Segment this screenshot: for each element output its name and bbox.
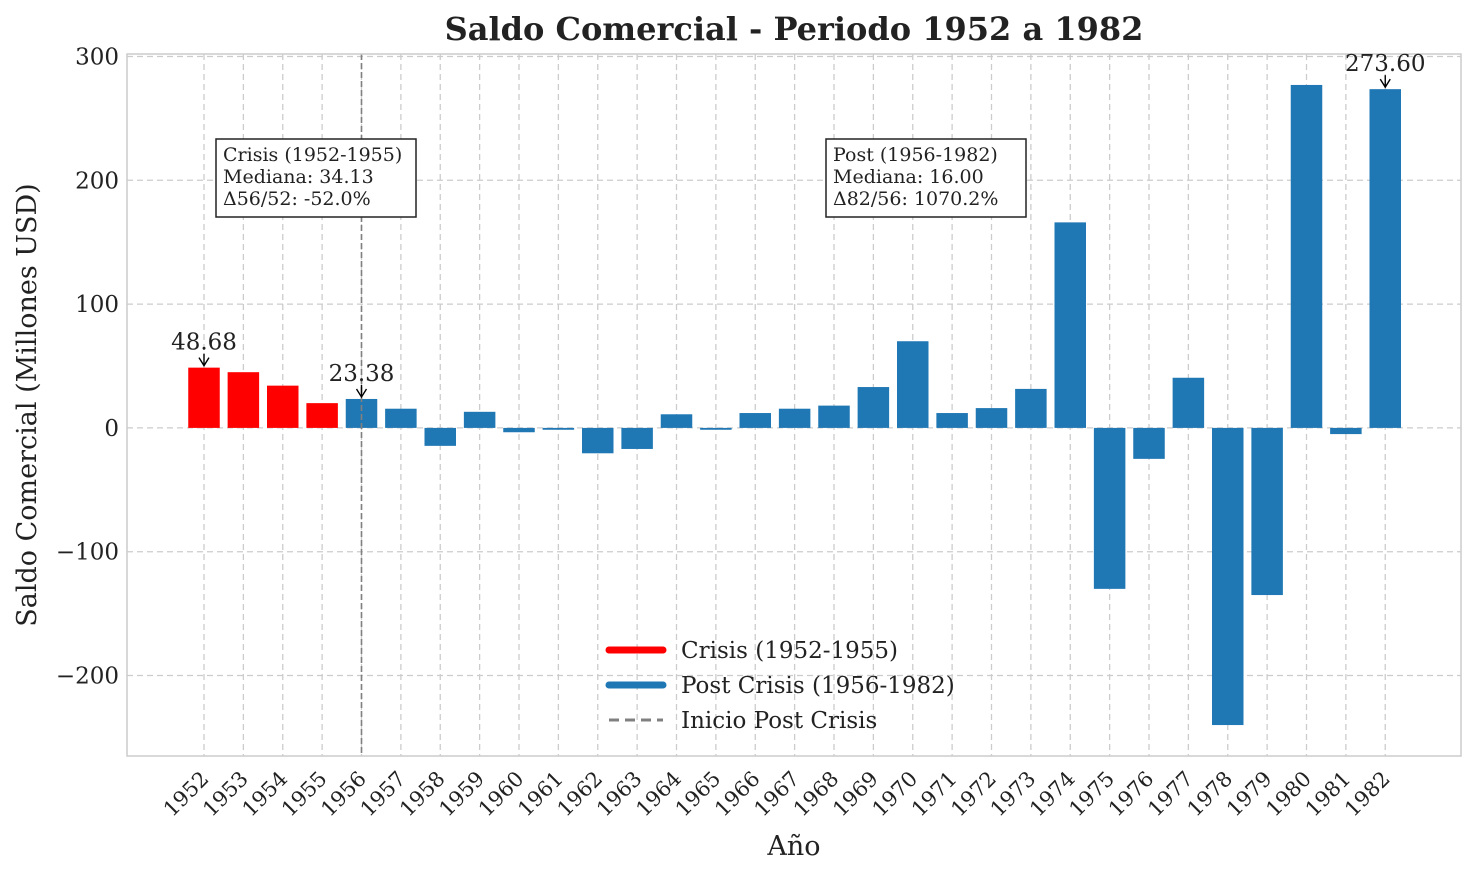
y-tick-label: 200 <box>75 168 119 194</box>
bar-1976 <box>1133 427 1165 459</box>
bar-1972 <box>975 408 1008 428</box>
bar-1973 <box>1015 388 1047 428</box>
bar-1959 <box>463 411 496 428</box>
bar-1968 <box>818 405 850 428</box>
annotation-layer: 48.68 23.38 273.60 <box>171 51 1425 399</box>
y-tick-label: 0 <box>104 416 119 442</box>
bar-1953 <box>227 372 260 428</box>
bar-1958 <box>424 427 456 446</box>
annotation-arrow-head <box>198 357 210 367</box>
bar-1964 <box>660 414 693 428</box>
info-box-line: Δ56/52: -52.0% <box>223 188 371 210</box>
info-box-line: Crisis (1952-1955) <box>223 144 402 166</box>
chart-title: Saldo Comercial - Periodo 1952 a 1982 <box>445 10 1144 48</box>
bar-1978 <box>1212 427 1244 726</box>
x-axis-label: Año <box>766 831 820 862</box>
annotation-label: 273.60 <box>1345 51 1425 77</box>
bar-1966 <box>739 413 771 428</box>
bar-1970 <box>897 341 929 428</box>
annotation-label: 48.68 <box>171 330 237 356</box>
y-axis-ticks: 300 200 100 0 −100 −200 <box>56 44 119 689</box>
bar-1979 <box>1251 427 1283 596</box>
legend: Crisis (1952-1955) Post Crisis (1956-1982… <box>605 638 955 734</box>
info-box-line: Post (1956-1982) <box>833 144 998 166</box>
legend-item-2: Inicio Post Crisis <box>609 708 877 734</box>
legend-label: Post Crisis (1956-1982) <box>681 673 955 699</box>
bar-1974 <box>1054 222 1086 428</box>
info-box-frame <box>215 138 417 218</box>
legend-label: Inicio Post Crisis <box>681 708 877 734</box>
info-box-line: Δ82/56: 1070.2% <box>833 188 998 210</box>
annotation-label: 23.38 <box>329 361 395 387</box>
bar-1975 <box>1093 427 1126 589</box>
annotation-1982: 273.60 <box>1345 51 1425 89</box>
legend-item-1: Post Crisis (1956-1982) <box>605 673 955 699</box>
info-box-layer: Crisis (1952-1955)Mediana: 34.13Δ56/52: … <box>215 138 1027 218</box>
y-tick-label: 100 <box>75 292 119 318</box>
bar-1982 <box>1369 89 1401 428</box>
y-tick-label: −200 <box>56 664 119 690</box>
bar-1971 <box>936 413 968 428</box>
y-tick-label: 300 <box>75 44 119 70</box>
bar-1952 <box>188 367 220 428</box>
bar-layer <box>188 84 1401 726</box>
bar-1967 <box>778 408 811 428</box>
annotation-1952: 48.68 <box>171 330 237 367</box>
bar-1977 <box>1172 377 1205 428</box>
bar-1969 <box>857 387 890 428</box>
info-box-frame <box>825 138 1027 218</box>
bar-1963 <box>621 427 653 449</box>
bar-1960 <box>503 427 535 433</box>
bar-1957 <box>385 408 417 428</box>
plot-frame <box>126 53 1462 757</box>
bar-1965 <box>700 427 732 430</box>
y-axis-label: Saldo Comercial (Millones USD) <box>12 183 43 626</box>
annotation-1956: 23.38 <box>329 361 395 399</box>
info-box-line: Mediana: 34.13 <box>223 166 374 188</box>
y-tick-label: −100 <box>56 540 119 566</box>
info-box-line: Mediana: 16.00 <box>833 166 984 188</box>
bar-1980 <box>1290 84 1323 428</box>
bar-1954 <box>267 385 299 428</box>
bar-1961 <box>542 427 575 430</box>
legend-label: Crisis (1952-1955) <box>681 638 898 664</box>
info-box-crisis: Crisis (1952-1955)Mediana: 34.13Δ56/52: … <box>215 138 417 218</box>
annotation-arrow-head <box>355 388 368 399</box>
bar-1962 <box>582 427 614 454</box>
legend-item-0: Crisis (1952-1955) <box>605 638 898 664</box>
bar-1981 <box>1330 427 1362 435</box>
bar-1955 <box>306 403 338 428</box>
annotation-arrow-head <box>1379 78 1391 89</box>
